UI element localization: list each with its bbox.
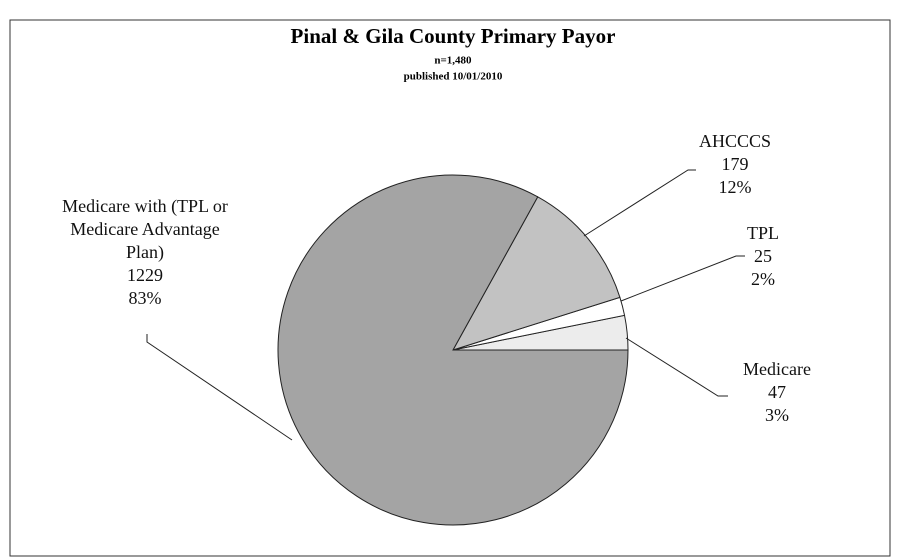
slice-label: Medicare with (TPL or Medicare Advantage…: [62, 196, 228, 262]
pie-slice: [277, 174, 629, 526]
slice-label: Medicare: [743, 359, 811, 379]
chart-frame: [9, 19, 891, 557]
slice-label: AHCCCS: [698, 131, 772, 151]
chart-title: Pinal & Gila County Primary Payor: [291, 24, 616, 48]
slice-percent: 3%: [765, 405, 789, 425]
slice-value: 179: [721, 154, 749, 174]
slice-percent: 12%: [718, 177, 752, 197]
slice-percent: 2%: [751, 269, 775, 289]
slice-value: 1229: [127, 265, 163, 285]
leader-line: [625, 337, 728, 397]
leader-line: [620, 255, 745, 302]
chart-note: published 10/01/2010: [404, 71, 503, 83]
pie-slice: [451, 196, 621, 351]
chart-subtitle: n=1,480: [434, 55, 472, 67]
slice-percent: 83%: [128, 288, 162, 308]
leader-line: [146, 334, 293, 441]
slice-value: 47: [768, 382, 786, 402]
slice-value: 25: [754, 246, 772, 266]
leader-line: [583, 169, 696, 237]
slice-label: TPL: [746, 223, 779, 243]
